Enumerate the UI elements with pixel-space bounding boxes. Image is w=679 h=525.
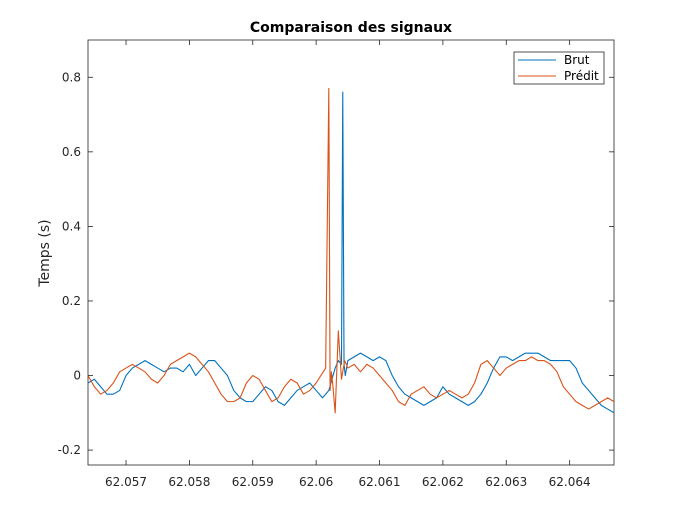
plot-area: 62.057 62.058 62.059 62.06 62.061 62.062 62.06… <box>58 39 615 489</box>
series-line-brut <box>88 91 614 414</box>
x-tick-label: 62.058 <box>168 475 210 489</box>
legend-box <box>513 51 605 85</box>
y-tick-label: 0.8 <box>62 70 81 84</box>
x-tick-label: 62.063 <box>485 475 527 489</box>
legend-label-predit: Prédit <box>564 69 599 83</box>
y-axis-label: Temps (s) <box>37 219 53 287</box>
series-layer <box>88 87 614 414</box>
x-tick-label: 62.059 <box>232 475 274 489</box>
x-tick-label: 62.06 <box>299 475 333 489</box>
series-line-predit <box>88 87 614 414</box>
axes-box <box>87 39 615 466</box>
x-tick-label: 62.064 <box>549 475 591 489</box>
x-tick-label: 62.062 <box>422 475 464 489</box>
x-tick-label: 62.061 <box>359 475 401 489</box>
y-tick-label: 0.6 <box>62 145 81 159</box>
legend-label-brut: Brut <box>564 53 590 67</box>
ticks-layer: 62.057 62.058 62.059 62.06 62.061 62.062 62.06… <box>58 40 614 489</box>
x-tick-label: 62.057 <box>105 475 147 489</box>
y-tick-label: 0.2 <box>62 294 81 308</box>
y-tick-label: -0.2 <box>58 443 81 457</box>
legend: Brut Prédit <box>513 51 605 85</box>
y-tick-label: 0.4 <box>62 219 81 233</box>
chart-title: Comparaison des signaux <box>250 20 452 36</box>
y-tick-label: 0 <box>73 369 81 383</box>
